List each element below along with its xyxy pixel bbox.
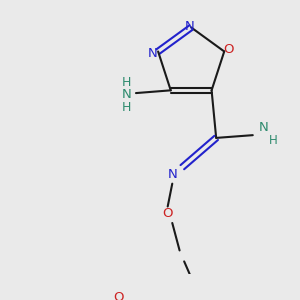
Text: N: N (167, 168, 177, 181)
Text: H: H (122, 101, 131, 114)
Text: N: N (259, 121, 268, 134)
Text: O: O (162, 207, 173, 220)
Text: H: H (268, 134, 277, 147)
Text: N: N (184, 20, 194, 33)
Text: N: N (148, 47, 158, 60)
Text: O: O (224, 43, 234, 56)
Text: N: N (122, 88, 132, 101)
Text: O: O (114, 291, 124, 300)
Text: H: H (122, 76, 131, 88)
